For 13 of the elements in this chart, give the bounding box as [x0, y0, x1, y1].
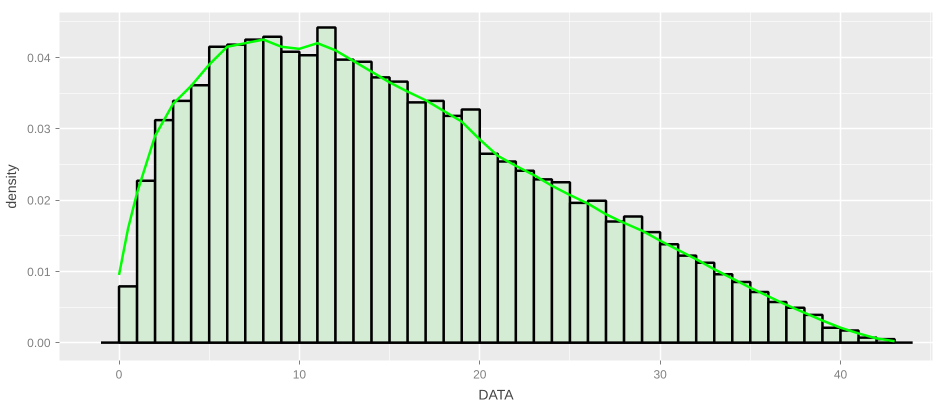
x-tick-label: 10 — [292, 368, 306, 382]
x-axis-title: DATA — [478, 386, 514, 402]
y-tick-label: 0.00 — [27, 336, 51, 350]
x-tick-label: 0 — [116, 368, 123, 382]
y-tick-label: 0.04 — [27, 50, 51, 65]
x-tick-label: 30 — [653, 368, 668, 382]
x-tick-label: 40 — [834, 368, 848, 382]
y-tick-label: 0.03 — [27, 122, 51, 136]
x-tick-label: 20 — [473, 368, 487, 382]
line-series — [118, 38, 896, 342]
y-tick-label: 0.02 — [27, 194, 51, 208]
y-tick-label: 0.01 — [27, 264, 51, 279]
y-axis-title: density — [3, 164, 20, 209]
